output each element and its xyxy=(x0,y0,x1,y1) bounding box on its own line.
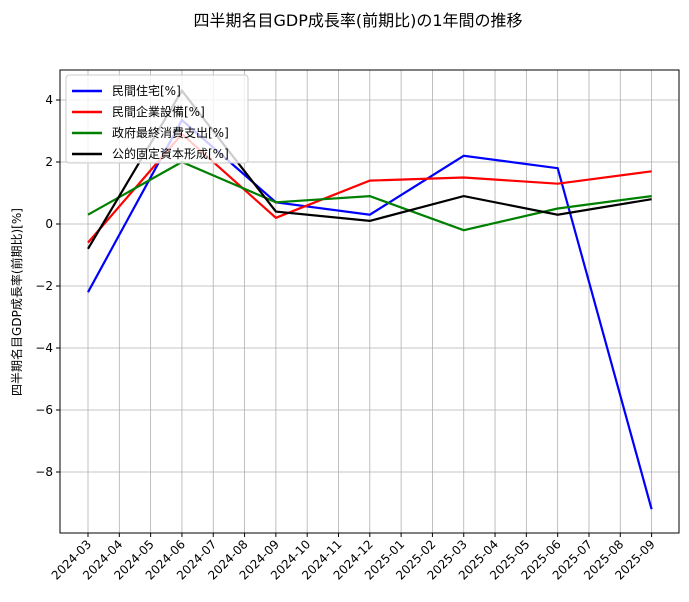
legend: 民間住宅[%] 民間企業設備[%] 政府最終消費支出[%] 公的固定資本形成[%] xyxy=(65,74,249,164)
y-tick-label: 4 xyxy=(45,93,53,107)
legend-label: 民間企業設備[%] xyxy=(112,104,205,119)
y-tick-label: −6 xyxy=(35,403,53,417)
y-axis: 4 2 0 −2 −4 −6 −8 xyxy=(35,93,60,479)
y-tick-label: −4 xyxy=(35,341,53,355)
y-tick-label: −2 xyxy=(35,279,53,293)
y-axis-label: 四半期名目GDP成長率(前期比)[%] xyxy=(9,208,24,396)
legend-label: 民間住宅[%] xyxy=(112,83,181,98)
chart-title: 四半期名目GDP成長率(前期比)の1年間の推移 xyxy=(193,11,522,30)
legend-label: 公的固定資本形成[%] xyxy=(112,146,229,161)
y-tick-label: 0 xyxy=(45,217,53,231)
y-tick-label: 2 xyxy=(45,155,53,169)
legend-box xyxy=(65,74,249,164)
x-axis: 2024-032024-042024-052024-062024-072024-… xyxy=(49,533,658,583)
y-tick-label: −8 xyxy=(35,465,53,479)
legend-label: 政府最終消費支出[%] xyxy=(112,125,229,140)
